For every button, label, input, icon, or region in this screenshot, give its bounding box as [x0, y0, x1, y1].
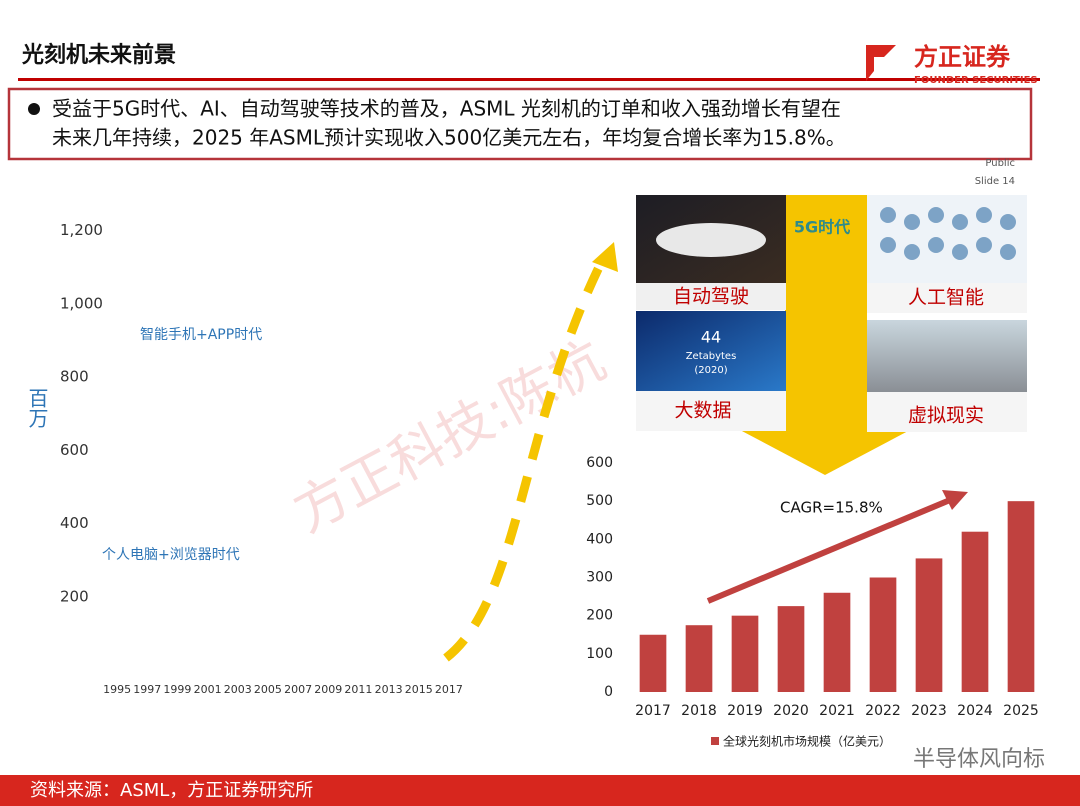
yellow-arrow — [785, 195, 867, 445]
chip-text: 44 — [701, 328, 721, 347]
x-tick-label: 2001 — [194, 683, 222, 696]
chip-image — [636, 311, 786, 391]
cagr-arrow — [706, 497, 952, 604]
dashed-arrow — [443, 263, 605, 662]
x-tick-label: 1997 — [133, 683, 161, 696]
footer-source: 资料来源：ASML，方正证券研究所 — [30, 780, 313, 801]
x-tick-label: 2019 — [727, 703, 763, 719]
y-axis-label: 百万 — [25, 388, 49, 428]
label-box — [867, 392, 1027, 432]
era-label: 5G时代 — [794, 218, 850, 237]
bar — [961, 531, 989, 692]
slide-tag: Slide 14 — [975, 176, 1015, 187]
x-tick-label: 2018 — [681, 703, 717, 719]
x-tick-label: 2007 — [284, 683, 312, 696]
car-shape — [656, 223, 766, 257]
chip-text: (2020) — [694, 365, 727, 376]
image-label: 虚拟现实 — [908, 405, 984, 427]
x-tick-label: 2009 — [314, 683, 342, 696]
legend-swatch — [711, 737, 719, 745]
x-tick-label: 2025 — [1003, 703, 1039, 719]
x-tick-label: 2024 — [957, 703, 993, 719]
bar — [777, 606, 805, 692]
x-tick-label: 2005 — [254, 683, 282, 696]
bar — [685, 625, 713, 692]
cagr-arrow-head — [942, 490, 968, 510]
x-tick-label: 2020 — [773, 703, 809, 719]
x-tick-label: 2003 — [224, 683, 252, 696]
ai-hexes — [880, 207, 1016, 260]
bullet-text: 受益于5G时代、AI、自动驾驶等技术的普及，ASML 光刻机的订单和收入强劲增长… — [52, 97, 841, 121]
yellow-arrow-head — [740, 430, 910, 475]
label-box — [636, 391, 786, 431]
x-tick-label: 1995 — [103, 683, 131, 696]
chip-text: Zetabytes — [686, 351, 737, 362]
label-box — [636, 283, 786, 310]
y-tick-label: 400 — [586, 531, 613, 547]
legend-label: 全球光刻机市场规模（亿美元） — [723, 734, 891, 749]
logo-mark — [866, 45, 896, 81]
title-rule — [18, 78, 1040, 81]
bar — [639, 634, 667, 692]
y-tick-label: 200 — [586, 608, 613, 624]
bar — [1007, 501, 1035, 692]
y-tick-label: 500 — [586, 493, 613, 509]
x-tick-label: 2015 — [405, 683, 433, 696]
y-tick-label: 600 — [586, 455, 613, 471]
y-tick-label: 1,000 — [60, 294, 103, 312]
bar — [731, 615, 759, 692]
y-tick-label: 200 — [60, 587, 89, 605]
x-tick-label: 2013 — [375, 683, 403, 696]
y-tick-label: 300 — [586, 570, 613, 586]
x-tick-label: 2022 — [865, 703, 901, 719]
x-tick-label: 2017 — [435, 683, 463, 696]
y-tick-label: 800 — [60, 368, 89, 386]
vr-image — [867, 320, 1027, 392]
arrow-head — [592, 242, 618, 272]
y-tick-label: 400 — [60, 514, 89, 532]
y-tick-label: 0 — [604, 684, 613, 700]
y-tick-label: 1,200 — [60, 221, 103, 239]
chart-annotation: CAGR=15.8% — [780, 499, 883, 517]
x-tick-label: 2021 — [819, 703, 855, 719]
x-tick-label: 2023 — [911, 703, 947, 719]
footer-bar — [0, 775, 1080, 806]
logo-en: FOUNDER SECURITIES — [914, 75, 1038, 86]
bar — [823, 592, 851, 692]
bar — [915, 558, 943, 692]
series-label: 个人电脑+浏览器时代 — [102, 547, 240, 563]
bullet-text: 未来几年持续，2025 年ASML预计实现收入500亿美元左右，年均复合增长率为… — [52, 126, 846, 150]
x-tick-label: 1999 — [163, 683, 191, 696]
image-label: 大数据 — [674, 400, 731, 422]
logo-text: 方正证券 — [914, 43, 1011, 71]
series-label: 智能手机+APP时代 — [140, 327, 262, 343]
image-label: 人工智能 — [908, 287, 984, 309]
x-tick-label: 2011 — [344, 683, 372, 696]
bar — [869, 577, 897, 692]
bullet-box — [7, 87, 1033, 161]
y-tick-label: 100 — [586, 646, 613, 662]
page-title: 光刻机未来前景 — [21, 42, 176, 68]
label-box — [867, 283, 1027, 313]
x-tick-label: 2017 — [635, 703, 671, 719]
slide-tag: Public — [985, 158, 1015, 169]
y-tick-label: 600 — [60, 441, 89, 459]
image-label: 自动驾驶 — [673, 286, 749, 308]
bullet-dot — [28, 103, 40, 115]
wechat-mark: 半导体风向标 — [913, 747, 1045, 772]
